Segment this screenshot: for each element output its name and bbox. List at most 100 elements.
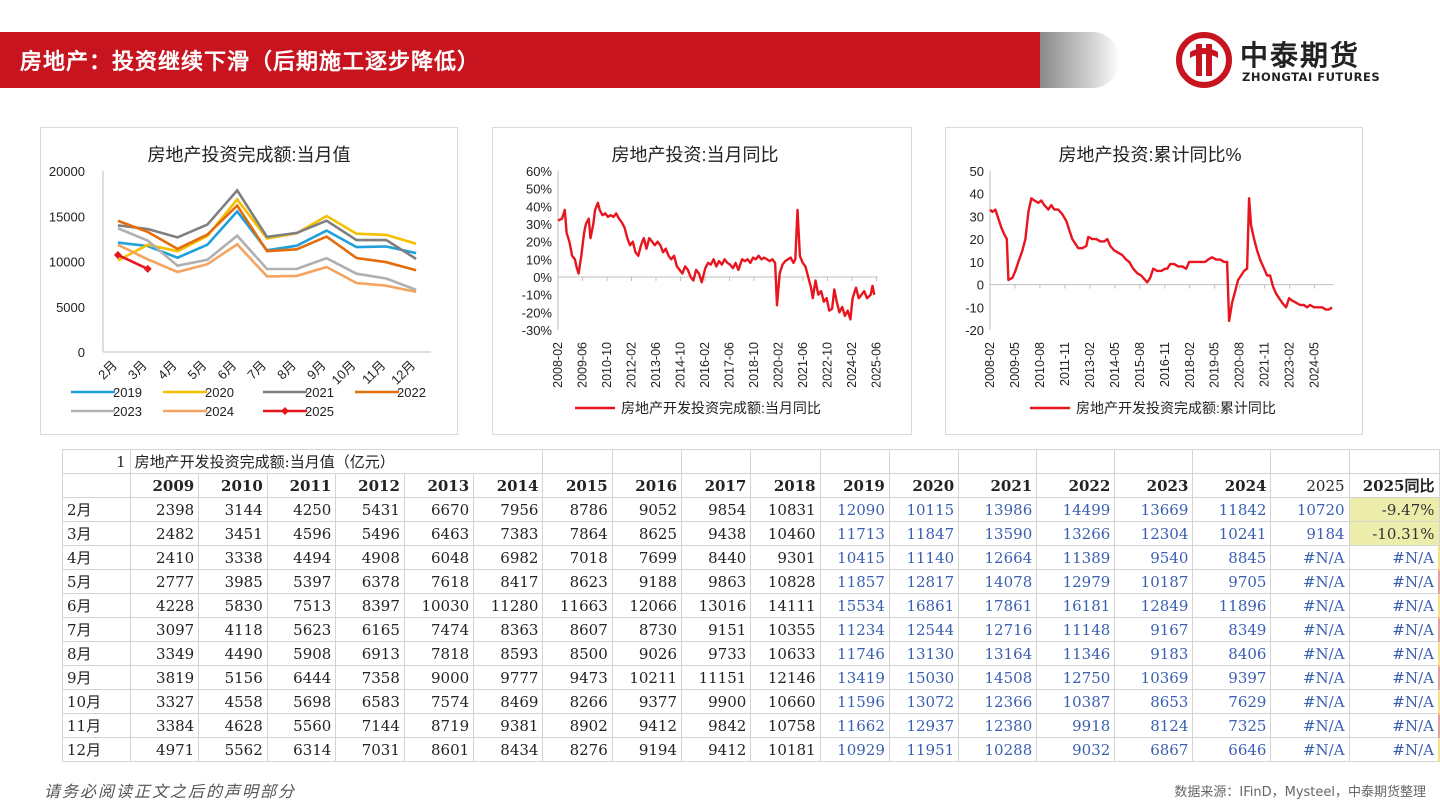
y-tick-label: -10 — [965, 300, 984, 315]
table-empty-cell — [958, 449, 1038, 474]
x-tick-label: 2016-02 — [698, 342, 712, 388]
chart-title: 房地产投资:累计同比% — [1058, 145, 1241, 165]
table-cell: 9026 — [611, 641, 683, 666]
table-cell: 11896 — [1192, 593, 1272, 618]
row-label: 10月 — [62, 689, 131, 714]
table-cell: 2482 — [129, 521, 200, 546]
table-cell: 9167 — [1114, 617, 1194, 642]
legend-label: 2019 — [113, 385, 142, 400]
table-cell: 10929 — [819, 737, 890, 762]
table-cell: 9397 — [1192, 665, 1272, 690]
table-header-cell: 2019 — [819, 473, 890, 498]
table-cell: 6165 — [335, 617, 405, 642]
table-header-cell: 2022 — [1036, 473, 1116, 498]
y-tick-label: 10000 — [49, 255, 85, 270]
banner-shadow — [1040, 32, 1120, 88]
table-header-cell: 2011 — [266, 473, 337, 498]
table-header-cell: 2025 — [1270, 473, 1350, 498]
table-cell: 3327 — [129, 689, 200, 714]
table-cell: 5908 — [266, 641, 337, 666]
table-cell: 10460 — [750, 521, 821, 546]
table-cell: 11847 — [888, 521, 960, 546]
table-cell: 8719 — [403, 713, 475, 738]
table-cell: 9377 — [611, 689, 683, 714]
table-row: 2月 2398 3144 4250 5431 6670 7956 8786 9052 9854 10… — [62, 497, 1440, 522]
table-cell: 15030 — [888, 665, 960, 690]
table-cell: 7864 — [542, 521, 613, 546]
y-tick-label: 50 — [970, 164, 984, 179]
table-cell: #N/A — [1348, 641, 1440, 666]
x-tick-label: 2010-08 — [1033, 342, 1047, 388]
table-header-cell: 2017 — [681, 473, 752, 498]
table-cell: 9052 — [611, 497, 683, 522]
table-cell: 6314 — [266, 737, 337, 762]
chart-title: 房地产投资:当月同比 — [611, 145, 778, 165]
table-cell: 3451 — [198, 521, 268, 546]
row-label: 3月 — [62, 521, 131, 546]
table-cell: 12366 — [958, 689, 1038, 714]
x-tick-label: 2024-02 — [845, 342, 859, 388]
table-cell: 6378 — [335, 569, 405, 594]
legend-label: 房地产开发投资完成额:当月同比 — [621, 400, 821, 416]
table-cell: 8845 — [1192, 545, 1272, 570]
table-cell: 10415 — [819, 545, 890, 570]
x-tick-label: 4月 — [155, 358, 180, 383]
table-cell: 14078 — [958, 569, 1038, 594]
table-cell: 10030 — [403, 593, 475, 618]
table-cell: 8440 — [681, 545, 752, 570]
table-cell: 8786 — [542, 497, 613, 522]
table-cell: 15534 — [819, 593, 890, 618]
table-cell: 13072 — [888, 689, 960, 714]
x-tick-label: 2019-05 — [1208, 342, 1222, 388]
table-cell: 11857 — [819, 569, 890, 594]
table-cell: #N/A — [1348, 545, 1440, 570]
table-cell: 4250 — [266, 497, 337, 522]
x-tick-label: 2008-02 — [983, 342, 997, 388]
legend-label: 2023 — [113, 404, 142, 419]
table-cell: 9194 — [611, 737, 683, 762]
table-cell: 8469 — [473, 689, 544, 714]
x-tick-label: 2023-02 — [1283, 342, 1297, 388]
table-empty-cell — [611, 449, 683, 474]
table-empty-cell — [681, 449, 752, 474]
x-tick-label: 2月 — [95, 358, 120, 383]
x-tick-label: 10月 — [329, 358, 359, 388]
table-cell: 5562 — [198, 737, 268, 762]
table-cell: 5431 — [335, 497, 405, 522]
table-cell: 4490 — [198, 641, 268, 666]
legend-marker-2025 — [281, 407, 289, 415]
table-cell: 11234 — [819, 617, 890, 642]
table-cell: 8623 — [542, 569, 613, 594]
table-cell: 4596 — [266, 521, 337, 546]
row-label: 8月 — [62, 641, 131, 666]
table-cell: 13590 — [958, 521, 1038, 546]
x-tick-label: 2018-02 — [1183, 342, 1197, 388]
table-cell: 7383 — [473, 521, 544, 546]
y-tick-label: 40 — [970, 187, 984, 202]
table-cell: 9733 — [681, 641, 752, 666]
table-empty-cell — [750, 449, 821, 474]
table-cell: #N/A — [1270, 737, 1350, 762]
y-tick-label: 5000 — [56, 300, 85, 315]
table-cell: 11713 — [819, 521, 890, 546]
table-cell: 11389 — [1036, 545, 1116, 570]
table-cell: 8406 — [1192, 641, 1272, 666]
row-label: 2月 — [62, 497, 131, 522]
table-cell: #N/A — [1270, 545, 1350, 570]
x-tick-label: 3月 — [125, 358, 150, 383]
table-cell: 13266 — [1036, 521, 1116, 546]
logo-text-en: ZHONGTAI FUTURES — [1242, 70, 1381, 84]
x-tick-label: 2012-02 — [624, 342, 638, 388]
table-cell: 9473 — [542, 665, 613, 690]
table-cell: 7618 — [403, 569, 475, 594]
table-header-cell: 2012 — [335, 473, 405, 498]
data-source: 数据来源：IFinD，Mysteel，中泰期货整理 — [1174, 785, 1426, 800]
table-cell: -10.31% — [1348, 521, 1440, 546]
table-cell: 4628 — [198, 713, 268, 738]
table-header-cell: 2025同比 — [1348, 473, 1440, 498]
table-cell: 5560 — [266, 713, 337, 738]
table-empty-cell — [542, 449, 613, 474]
table-cell: 12066 — [611, 593, 683, 618]
table-cell: 5156 — [198, 665, 268, 690]
table-cell: 12817 — [888, 569, 960, 594]
